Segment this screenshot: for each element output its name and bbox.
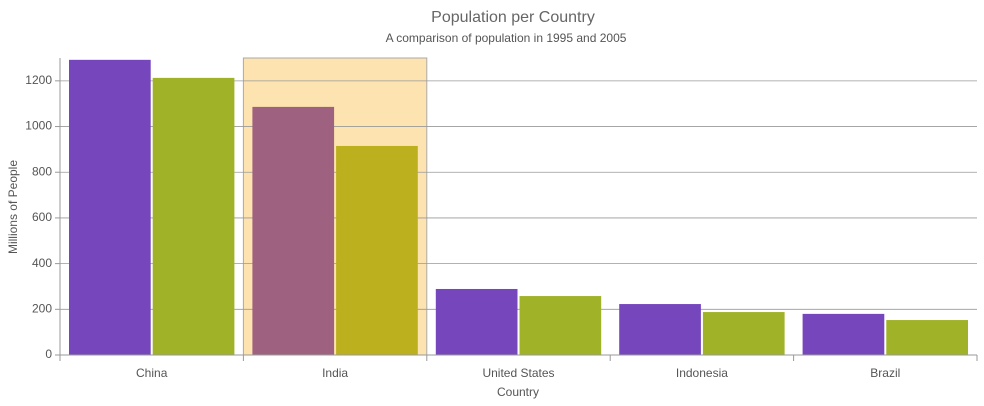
x-tick-label: Brazil (870, 366, 900, 380)
bar (336, 145, 418, 355)
bar (886, 320, 968, 355)
x-tick-label: Indonesia (676, 366, 728, 380)
bar (69, 59, 151, 355)
y-tick-label: 600 (32, 210, 52, 224)
bar (435, 288, 518, 355)
bar (252, 106, 335, 355)
bar (702, 312, 785, 355)
x-tick-label: India (322, 366, 348, 380)
bar (152, 77, 235, 355)
chart-subtitle: A comparison of population in 1995 and 2… (386, 31, 627, 45)
x-tick-label: China (136, 366, 168, 380)
y-tick-label: 0 (45, 347, 52, 361)
y-tick-label: 400 (32, 256, 52, 270)
y-tick-label: 1000 (25, 119, 52, 133)
y-tick-label: 800 (32, 164, 52, 178)
y-tick-label: 200 (32, 301, 52, 315)
x-tick-label: United States (482, 366, 554, 380)
y-tick-label: 1200 (25, 73, 52, 87)
bar (619, 304, 701, 355)
x-axis-title: Country (497, 385, 539, 399)
y-axis-title: Millions of People (6, 160, 20, 254)
chart-title: Population per Country (431, 9, 595, 26)
bar (519, 296, 602, 355)
bar (802, 313, 885, 355)
